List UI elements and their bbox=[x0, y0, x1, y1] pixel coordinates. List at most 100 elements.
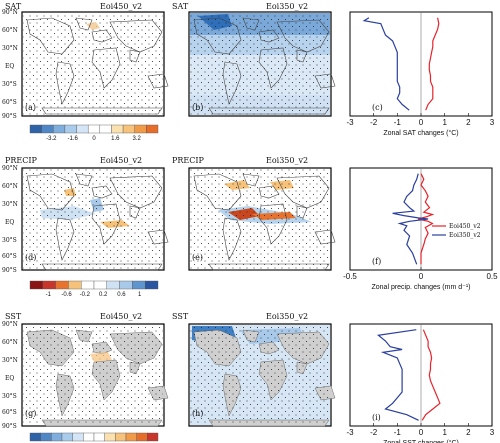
lat-labels-row2: 90°N 60°N 30°N EQ 30°S 60°S 90°S bbox=[2, 165, 18, 274]
sst-colorbar-swatch bbox=[40, 432, 52, 442]
panel-h-variable: SST bbox=[172, 312, 189, 321]
sat-colorbar-label: -1.6 bbox=[67, 136, 78, 142]
sst-colorbar-swatch bbox=[29, 432, 41, 442]
sat-colorbar-swatch bbox=[111, 124, 124, 134]
svg-text:60°N: 60°N bbox=[2, 339, 18, 346]
svg-text:30°N: 30°N bbox=[2, 45, 18, 52]
panel-a-experiment: Eoi450_v2 bbox=[100, 2, 142, 11]
svg-text:90°S: 90°S bbox=[2, 267, 17, 274]
x-tick-label: -2 bbox=[370, 118, 378, 127]
x-tick-label: 0 bbox=[419, 272, 424, 281]
precip-colorbar-swatch bbox=[80, 280, 95, 290]
sst-colorbar-swatch bbox=[72, 432, 84, 442]
panel-g-experiment: Eoi450_v2 bbox=[100, 312, 142, 321]
panel-label-a: (a) bbox=[25, 103, 36, 112]
x-tick-label: 2 bbox=[466, 118, 471, 127]
svg-text:30°N: 30°N bbox=[2, 201, 18, 208]
panel-label-g: (g) bbox=[25, 409, 36, 418]
x-axis-label: Zonal SST changes (°C) bbox=[383, 439, 459, 443]
sst-colorbar-swatch bbox=[115, 432, 127, 442]
series-eoi450-line bbox=[418, 173, 435, 265]
map-panel-h bbox=[188, 323, 336, 427]
x-tick-label: 2 bbox=[466, 428, 471, 437]
x-tick-label: 0 bbox=[419, 118, 424, 127]
panel-label: (f) bbox=[372, 257, 381, 266]
zonal-sst-chart: -3 -2 -1 0 1 2 3 Zonal SST changes (°C) (i) bbox=[346, 323, 495, 443]
map-panel-d bbox=[21, 167, 169, 271]
panel-label-e: (e) bbox=[192, 253, 203, 262]
lat-labels-row3: 90°N 60°N 30°N EQ 30°S 60°S 90°S bbox=[2, 321, 18, 430]
sat-colorbar-swatch bbox=[76, 124, 89, 134]
precip-colorbar-swatch bbox=[93, 280, 108, 290]
precip-colorbar-label: -1 bbox=[46, 292, 52, 298]
svg-text:60°S: 60°S bbox=[2, 253, 17, 260]
sat-colorbar-swatch bbox=[41, 124, 54, 134]
sat-colorbar-swatch bbox=[29, 124, 42, 134]
x-tick-label: 3 bbox=[490, 118, 495, 127]
panel-h-experiment: Eoi350_v2 bbox=[266, 312, 308, 321]
sst-colorbar-swatch bbox=[104, 432, 116, 442]
svg-text:60°S: 60°S bbox=[2, 409, 17, 416]
svg-text:30°S: 30°S bbox=[2, 237, 17, 244]
svg-text:90°N: 90°N bbox=[2, 165, 18, 172]
sat-colorbar-swatch bbox=[87, 124, 101, 134]
panel-b-experiment: Eoi350_v2 bbox=[266, 2, 308, 11]
series-eoi350-line bbox=[392, 173, 429, 265]
colorbar-sat: -3.2 -1.6 0 1.6 3.2 bbox=[29, 124, 159, 142]
colorbar-sst: -2-1.5-1-0.500.511.52 bbox=[29, 432, 159, 442]
precip-colorbar-label: -0.6 bbox=[61, 292, 72, 298]
map-panel-a bbox=[21, 11, 169, 117]
precip-colorbar-swatch bbox=[55, 280, 69, 290]
x-tick-label: -3 bbox=[346, 118, 354, 127]
zonal-precip-chart: -0.5 0 0.5 Zonal precip. changes (mm d⁻¹) (f… bbox=[343, 167, 498, 291]
svg-text:EQ: EQ bbox=[5, 219, 14, 226]
sat-colorbar-swatch bbox=[64, 124, 77, 134]
map-panel-b bbox=[188, 11, 336, 117]
panel-label: (c) bbox=[372, 103, 383, 112]
svg-text:90°N: 90°N bbox=[2, 321, 18, 328]
x-tick-label: -3 bbox=[346, 428, 354, 437]
precip-colorbar-label: 0.2 bbox=[99, 292, 108, 298]
panel-a-variable: SAT bbox=[5, 2, 22, 11]
sst-colorbar-swatch bbox=[125, 432, 137, 442]
series-eoi450-line bbox=[425, 17, 440, 111]
sst-colorbar-swatch bbox=[61, 432, 73, 442]
sat-colorbar-label: 1.6 bbox=[111, 136, 120, 142]
sat-colorbar-label: 0 bbox=[92, 136, 96, 142]
map-panel-g bbox=[21, 323, 169, 427]
svg-text:90°S: 90°S bbox=[2, 113, 17, 120]
sst-colorbar-swatch bbox=[136, 432, 148, 442]
sat-colorbar-label: -3.2 bbox=[46, 136, 57, 142]
legend-entry: Eoi450_v2 bbox=[449, 223, 481, 230]
svg-text:90°N: 90°N bbox=[2, 9, 18, 16]
svg-text:EQ: EQ bbox=[5, 63, 14, 70]
series-eoi350-line bbox=[362, 17, 410, 111]
panel-label-d: (d) bbox=[25, 253, 36, 262]
precip-colorbar-label: -0.2 bbox=[80, 292, 91, 298]
panel-e-variable: PRECIP bbox=[172, 156, 205, 165]
sat-colorbar-swatch bbox=[134, 124, 147, 134]
panel-label: (i) bbox=[372, 413, 381, 422]
svg-text:60°S: 60°S bbox=[2, 99, 17, 106]
svg-text:EQ: EQ bbox=[5, 375, 14, 382]
x-axis-label: Zonal precip. changes (mm d⁻¹) bbox=[371, 284, 470, 291]
x-tick-label: -1 bbox=[394, 428, 402, 437]
legend-entry: Eoi350_v2 bbox=[449, 232, 481, 239]
sat-colorbar-label: 3.2 bbox=[132, 136, 141, 142]
svg-text:30°N: 30°N bbox=[2, 357, 18, 364]
x-tick-label: -1 bbox=[394, 118, 402, 127]
svg-text:60°N: 60°N bbox=[2, 183, 18, 190]
precip-colorbar-swatch bbox=[29, 280, 44, 290]
series-eoi350-line bbox=[376, 329, 419, 421]
sst-colorbar-swatch bbox=[93, 432, 105, 442]
svg-text:60°N: 60°N bbox=[2, 27, 18, 34]
sat-colorbar-swatch bbox=[146, 124, 159, 134]
lat-labels-row1: 90°N 60°N 30°N EQ 30°S 60°S 90°S bbox=[2, 9, 18, 120]
sst-colorbar-swatch bbox=[51, 432, 63, 442]
panel-e-experiment: Eoi350_v2 bbox=[266, 156, 308, 165]
panel-b-variable: SAT bbox=[172, 2, 189, 11]
precip-colorbar-swatch bbox=[144, 280, 159, 290]
precip-colorbar-label: 0.6 bbox=[117, 292, 126, 298]
svg-text:90°S: 90°S bbox=[2, 423, 17, 430]
x-tick-label: 3 bbox=[490, 428, 495, 437]
